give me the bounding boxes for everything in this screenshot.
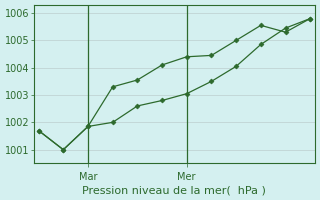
- X-axis label: Pression niveau de la mer(  hPa ): Pression niveau de la mer( hPa ): [83, 185, 266, 195]
